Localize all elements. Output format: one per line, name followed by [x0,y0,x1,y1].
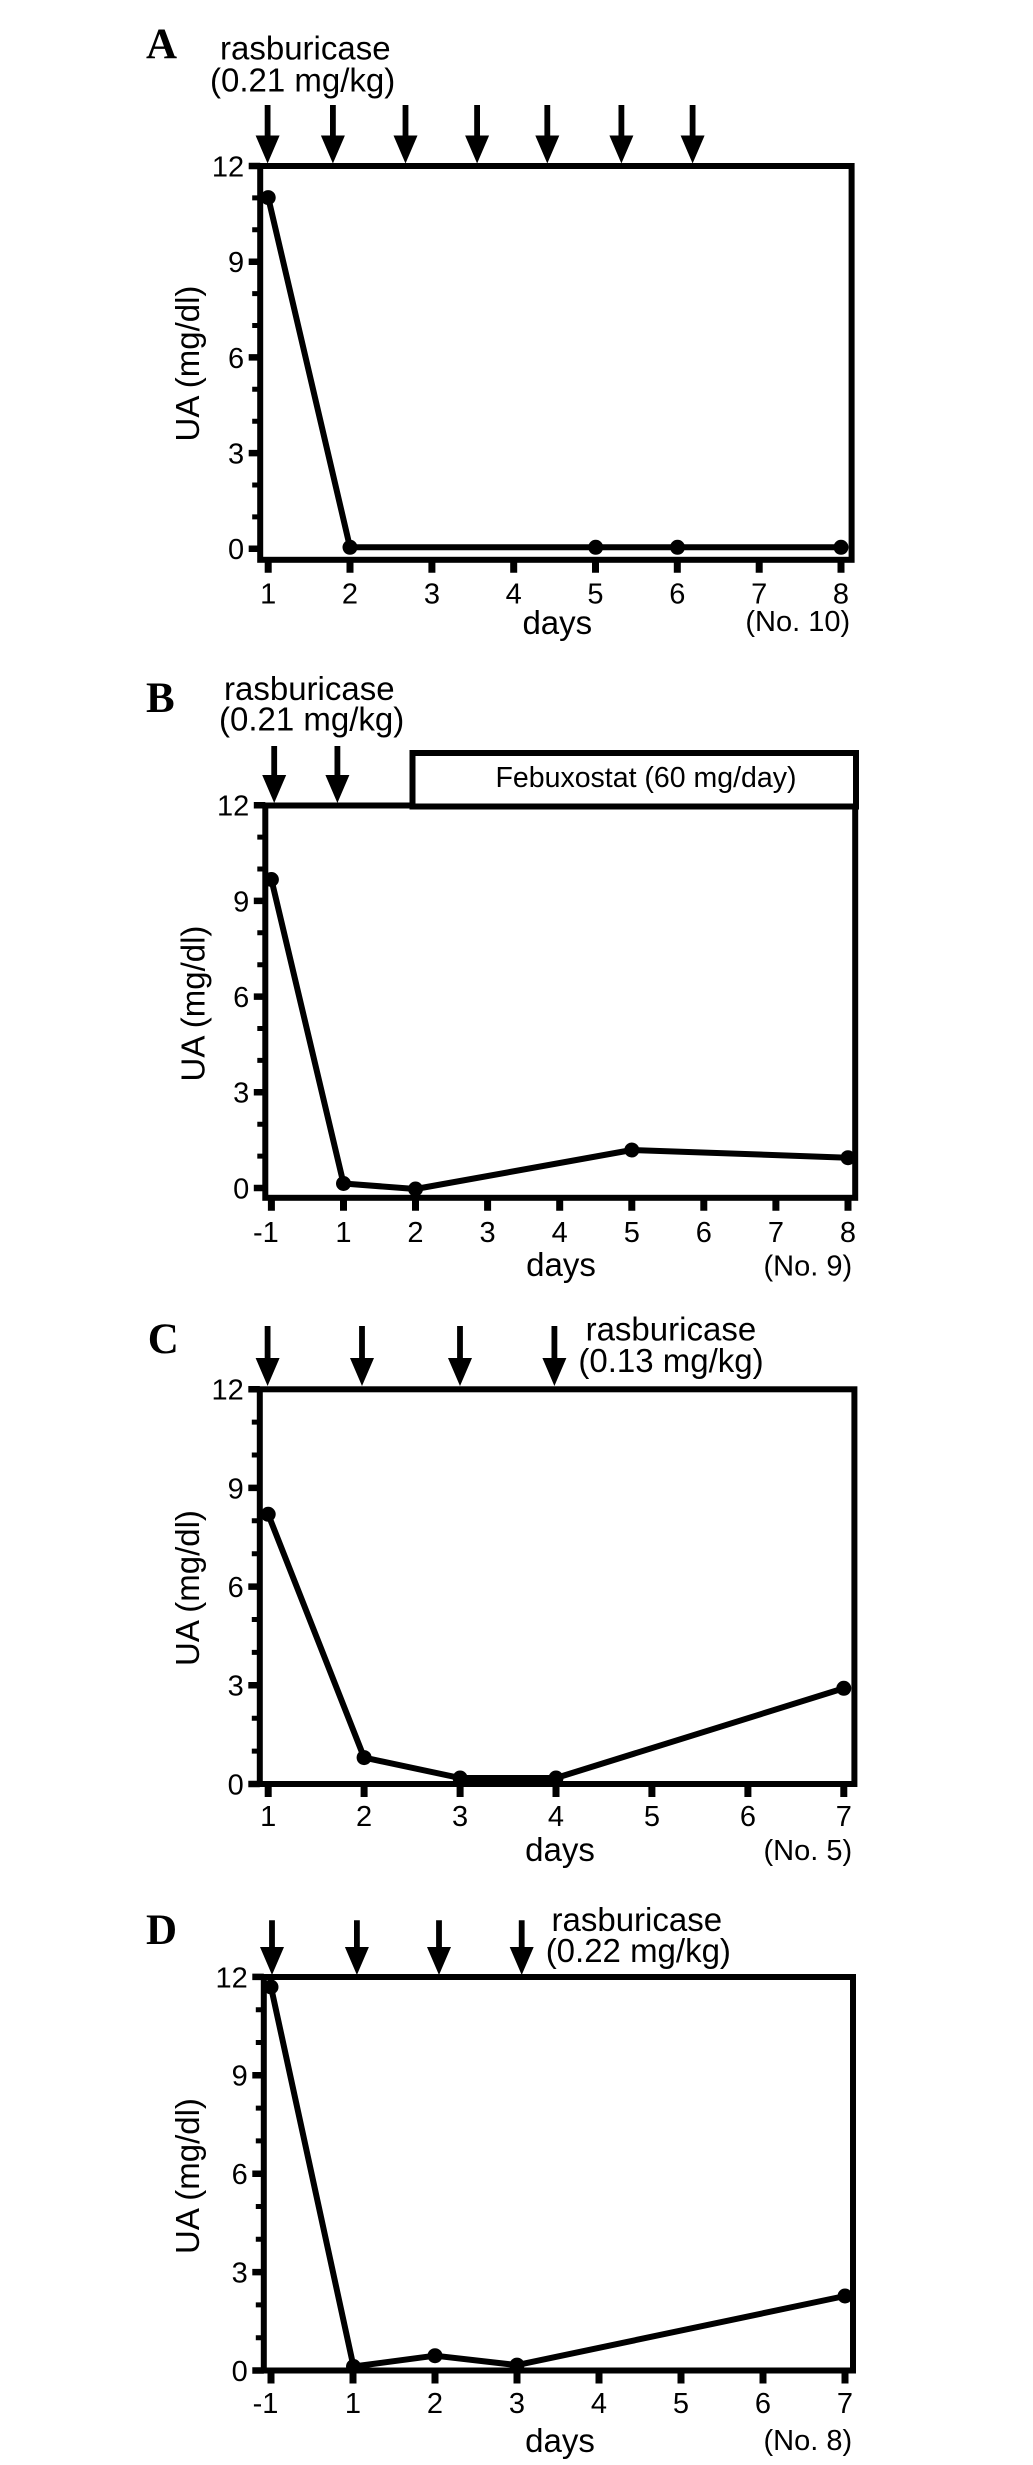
svg-text:(No. 8): (No. 8) [764,2425,853,2457]
svg-text:7: 7 [836,1801,852,1833]
svg-text:9: 9 [228,247,244,279]
svg-text:rasburicase: rasburicase [220,30,391,67]
svg-text:(0.22 mg/kg): (0.22 mg/kg) [546,1932,731,1969]
svg-text:12: 12 [217,791,249,823]
svg-text:6: 6 [233,982,249,1014]
svg-text:6: 6 [232,2159,248,2191]
svg-text:days: days [525,2422,595,2459]
svg-text:UA (mg/dl): UA (mg/dl) [175,926,212,1082]
svg-text:3: 3 [232,2258,248,2290]
svg-text:0: 0 [233,1173,249,1205]
svg-text:2: 2 [356,1801,372,1833]
svg-text:0: 0 [232,2356,248,2388]
svg-text:7: 7 [768,1217,784,1249]
svg-text:9: 9 [233,886,249,918]
svg-text:(No. 5): (No. 5) [764,1835,853,1867]
svg-text:6: 6 [228,1572,244,1604]
svg-text:3: 3 [228,439,244,471]
svg-text:12: 12 [212,1375,244,1407]
svg-text:A: A [146,21,177,68]
svg-text:4: 4 [548,1801,564,1833]
svg-text:B: B [146,675,175,722]
svg-text:5: 5 [644,1801,660,1833]
svg-text:1: 1 [260,1801,276,1833]
svg-text:1: 1 [335,1217,351,1249]
svg-text:6: 6 [740,1801,756,1833]
svg-text:6: 6 [228,343,244,375]
svg-text:(0.21 mg/kg): (0.21 mg/kg) [219,701,404,738]
svg-text:2: 2 [427,2388,443,2420]
svg-text:12: 12 [212,151,244,183]
svg-text:7: 7 [837,2388,853,2420]
svg-text:3: 3 [233,1078,249,1110]
svg-text:8: 8 [840,1217,856,1249]
svg-text:7: 7 [751,578,767,610]
svg-text:-1: -1 [253,1217,279,1249]
svg-text:9: 9 [228,1473,244,1505]
svg-text:9: 9 [232,2061,248,2093]
svg-text:rasburicase: rasburicase [224,670,395,707]
svg-text:0: 0 [228,534,244,566]
svg-text:5: 5 [587,578,603,610]
svg-text:rasburicase: rasburicase [586,1311,757,1348]
svg-text:2: 2 [407,1217,423,1249]
svg-text:12: 12 [216,1962,248,1994]
svg-text:6: 6 [755,2388,771,2420]
svg-text:UA (mg/dl): UA (mg/dl) [169,286,206,442]
svg-text:8: 8 [833,578,849,610]
svg-text:6: 6 [696,1217,712,1249]
svg-text:Febuxostat (60 mg/day): Febuxostat (60 mg/day) [496,762,797,794]
svg-text:1: 1 [345,2388,361,2420]
svg-text:4: 4 [506,578,522,610]
svg-text:4: 4 [591,2388,607,2420]
svg-text:C: C [148,1316,179,1363]
svg-text:1: 1 [260,578,276,610]
svg-text:UA (mg/dl): UA (mg/dl) [169,2098,206,2254]
svg-text:3: 3 [509,2388,525,2420]
svg-text:4: 4 [552,1217,568,1249]
svg-text:-1: -1 [253,2388,279,2420]
svg-text:UA (mg/dl): UA (mg/dl) [169,1510,206,1666]
svg-text:rasburicase: rasburicase [552,1901,723,1938]
svg-text:5: 5 [673,2388,689,2420]
svg-text:D: D [146,1907,177,1954]
svg-text:(No. 10): (No. 10) [745,606,850,638]
svg-text:(0.13 mg/kg): (0.13 mg/kg) [578,1342,763,1379]
svg-text:0: 0 [228,1769,244,1801]
svg-text:3: 3 [452,1801,468,1833]
svg-text:days: days [522,604,592,641]
svg-text:2: 2 [342,578,358,610]
svg-text:days: days [526,1246,596,1283]
svg-text:(No. 9): (No. 9) [764,1251,853,1283]
svg-text:(0.21 mg/kg): (0.21 mg/kg) [210,62,395,99]
svg-text:6: 6 [669,578,685,610]
svg-text:5: 5 [624,1217,640,1249]
svg-text:days: days [525,1831,595,1868]
svg-text:3: 3 [480,1217,496,1249]
svg-text:3: 3 [228,1671,244,1703]
svg-text:3: 3 [424,578,440,610]
